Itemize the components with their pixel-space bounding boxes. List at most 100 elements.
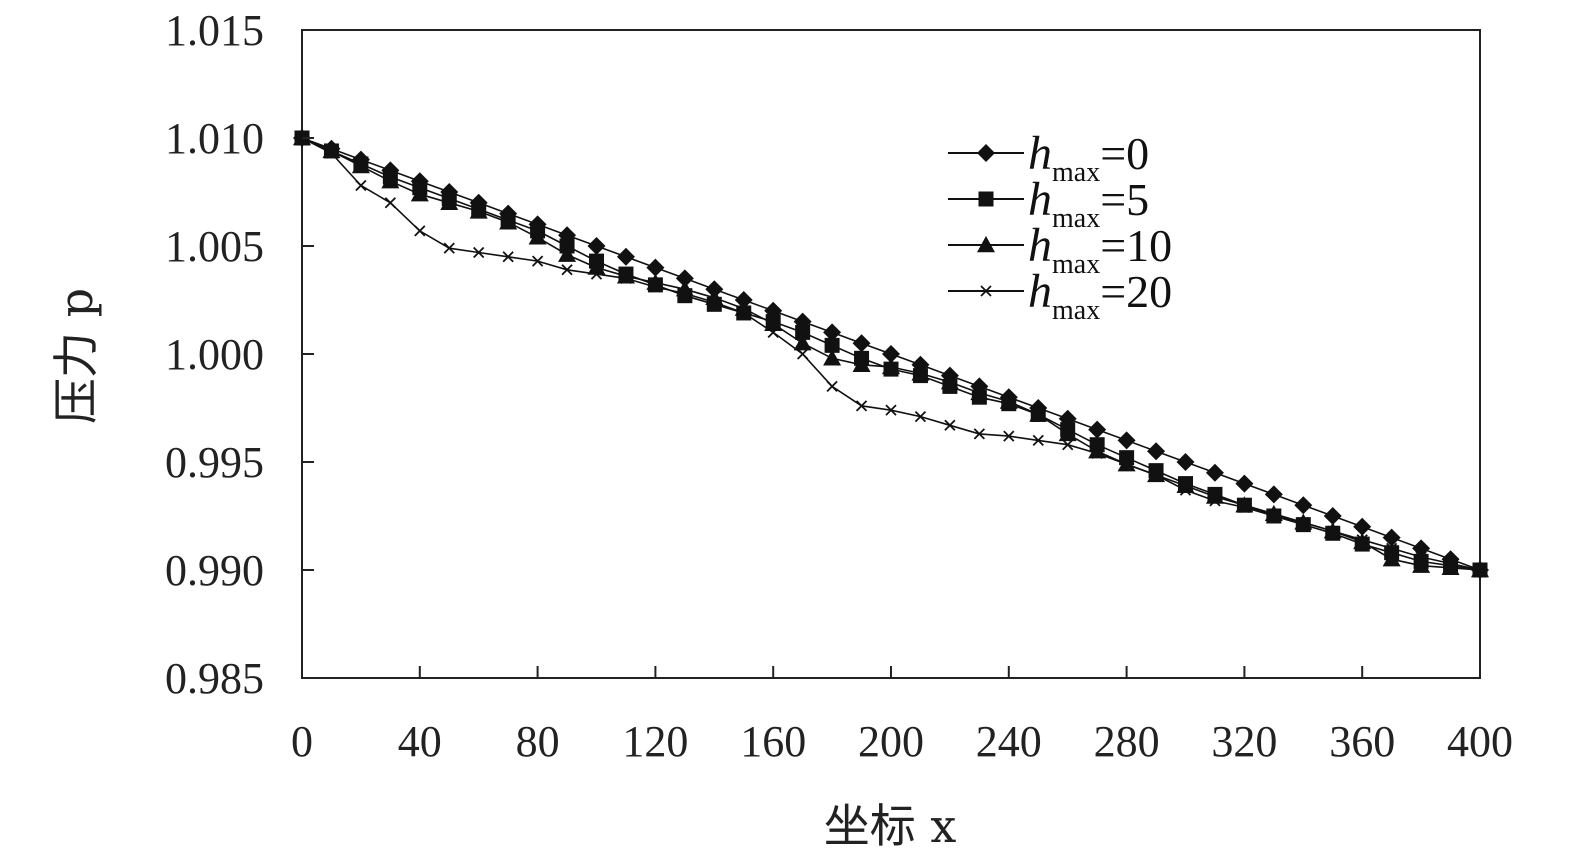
data-point bbox=[1205, 463, 1224, 482]
x-tick-label: 360 bbox=[1329, 717, 1395, 766]
legend-swatch-marker bbox=[977, 144, 995, 162]
legend-label: hmax=5 bbox=[1028, 173, 1149, 234]
data-point bbox=[620, 272, 632, 285]
data-point bbox=[410, 185, 429, 202]
x-tick-label: 320 bbox=[1211, 717, 1277, 766]
data-point bbox=[852, 334, 871, 353]
x-marker-stroke bbox=[384, 197, 396, 209]
data-point bbox=[826, 380, 838, 393]
data-point bbox=[355, 179, 367, 192]
data-point bbox=[561, 264, 573, 276]
data-point bbox=[882, 357, 900, 375]
x-marker-stroke bbox=[355, 179, 367, 192]
x-marker-stroke bbox=[1179, 484, 1192, 496]
series-layer bbox=[293, 129, 1489, 579]
data-point bbox=[1353, 517, 1372, 536]
data-point bbox=[1120, 458, 1133, 470]
legend-item: hmax=0 bbox=[948, 127, 1149, 188]
x-marker-stroke bbox=[738, 307, 750, 319]
x-tick-label: 400 bbox=[1447, 717, 1513, 766]
data-point bbox=[1179, 484, 1192, 496]
data-point bbox=[440, 193, 459, 210]
x-marker-stroke bbox=[473, 246, 485, 259]
data-point bbox=[970, 383, 989, 401]
data-point bbox=[590, 268, 603, 280]
x-marker-stroke bbox=[1150, 469, 1162, 481]
x-marker-stroke bbox=[443, 242, 455, 254]
data-point bbox=[1441, 558, 1460, 576]
x-tick-label: 200 bbox=[858, 717, 924, 766]
x-marker-stroke bbox=[944, 419, 956, 431]
data-point bbox=[325, 147, 338, 159]
x-tick-label: 80 bbox=[516, 717, 560, 766]
x-marker-stroke bbox=[414, 225, 426, 237]
data-point bbox=[1209, 495, 1221, 507]
legend-item: hmax=5 bbox=[948, 173, 1149, 234]
x-marker-stroke bbox=[325, 147, 338, 159]
data-point bbox=[675, 269, 694, 288]
data-point bbox=[646, 258, 665, 277]
x-marker-stroke bbox=[885, 404, 897, 416]
data-point bbox=[1327, 525, 1339, 537]
x-marker-stroke bbox=[1444, 557, 1457, 570]
data-point bbox=[1444, 557, 1457, 570]
legend-label: hmax=0 bbox=[1028, 127, 1149, 188]
data-point bbox=[885, 404, 897, 416]
x-marker-stroke bbox=[1356, 534, 1368, 546]
data-point bbox=[1297, 516, 1309, 529]
data-point bbox=[1091, 447, 1103, 459]
x-marker-stroke bbox=[826, 380, 838, 393]
data-point bbox=[384, 197, 396, 209]
data-point bbox=[499, 213, 518, 230]
data-point bbox=[679, 287, 691, 300]
data-point bbox=[649, 281, 662, 293]
data-point bbox=[1323, 507, 1342, 525]
x-marker-stroke bbox=[980, 285, 992, 297]
data-point bbox=[558, 245, 577, 262]
x-tick-label: 160 bbox=[740, 717, 806, 766]
data-point bbox=[1382, 528, 1401, 547]
data-point bbox=[1294, 496, 1313, 515]
data-point bbox=[1176, 453, 1195, 471]
data-point bbox=[1029, 405, 1048, 422]
y-axis: 0.985 0.990 0.995 1.000 1.005 1.010 1.015 bbox=[165, 6, 314, 703]
x-marker-stroke bbox=[1091, 447, 1103, 459]
x-tick-label: 0 bbox=[291, 717, 313, 766]
legend-item: hmax=20 bbox=[948, 265, 1172, 326]
data-point bbox=[823, 323, 842, 342]
x-marker-stroke bbox=[679, 287, 691, 300]
data-point bbox=[1268, 510, 1280, 522]
series-x bbox=[296, 132, 1486, 576]
series-diamond bbox=[293, 129, 1489, 579]
data-point bbox=[1356, 534, 1368, 546]
data-point bbox=[708, 296, 720, 308]
x-marker-stroke bbox=[797, 348, 809, 360]
data-point bbox=[531, 255, 544, 267]
data-point bbox=[855, 400, 868, 412]
data-point bbox=[797, 348, 809, 360]
legend-label: hmax=20 bbox=[1028, 265, 1172, 326]
legend-label: hmax=10 bbox=[1028, 219, 1172, 280]
data-point bbox=[528, 228, 547, 245]
data-point bbox=[882, 345, 900, 363]
data-point bbox=[973, 428, 985, 440]
data-point bbox=[1474, 564, 1486, 576]
data-point bbox=[795, 324, 811, 340]
x-marker-stroke bbox=[590, 268, 603, 280]
data-point bbox=[1235, 474, 1254, 493]
x-marker-stroke bbox=[914, 411, 927, 423]
data-point bbox=[414, 225, 426, 237]
legend-swatch-marker bbox=[978, 191, 994, 207]
y-tick-label: 0.995 bbox=[165, 438, 264, 487]
x-marker-stroke bbox=[1386, 542, 1398, 555]
legend-swatch-marker bbox=[980, 285, 992, 297]
legend-item: hmax=10 bbox=[948, 219, 1172, 280]
x-marker-stroke bbox=[561, 264, 573, 276]
data-point bbox=[502, 251, 514, 263]
x-tick-label: 280 bbox=[1094, 717, 1160, 766]
y-tick-label: 1.000 bbox=[165, 330, 264, 379]
y-tick-label: 1.010 bbox=[165, 114, 264, 163]
x-marker-stroke bbox=[855, 400, 868, 412]
data-point bbox=[473, 246, 485, 259]
